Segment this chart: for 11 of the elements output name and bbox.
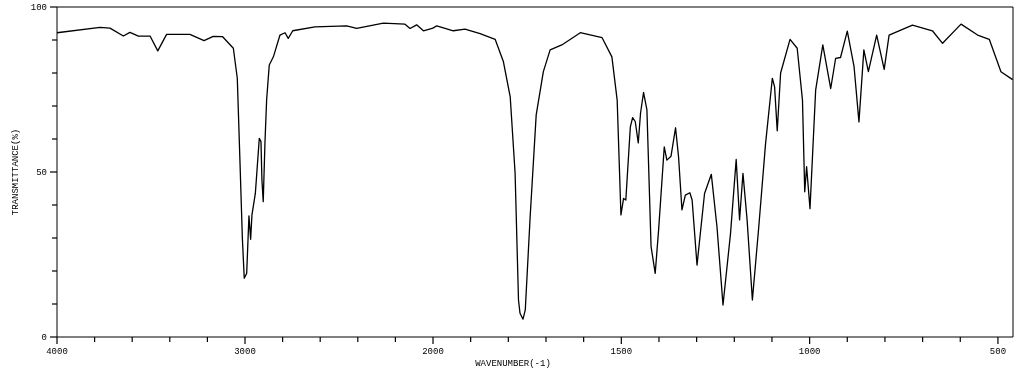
y-tick-label: 0 — [41, 333, 47, 344]
x-tick-label: 3000 — [234, 347, 256, 357]
x-tick-label: 500 — [989, 347, 1007, 357]
x-tick-label: 1000 — [798, 347, 821, 357]
x-axis-title: WAVENUMBER(-1) — [475, 359, 551, 369]
x-tick-label: 4000 — [46, 347, 68, 357]
y-axis-title: TRANSMITTANCE(%) — [11, 128, 21, 216]
y-tick-label: 100 — [30, 3, 47, 14]
y-tick-label: 50 — [36, 168, 47, 179]
x-tick-label: 2000 — [422, 347, 444, 357]
x-tick-label: 1500 — [610, 347, 633, 357]
